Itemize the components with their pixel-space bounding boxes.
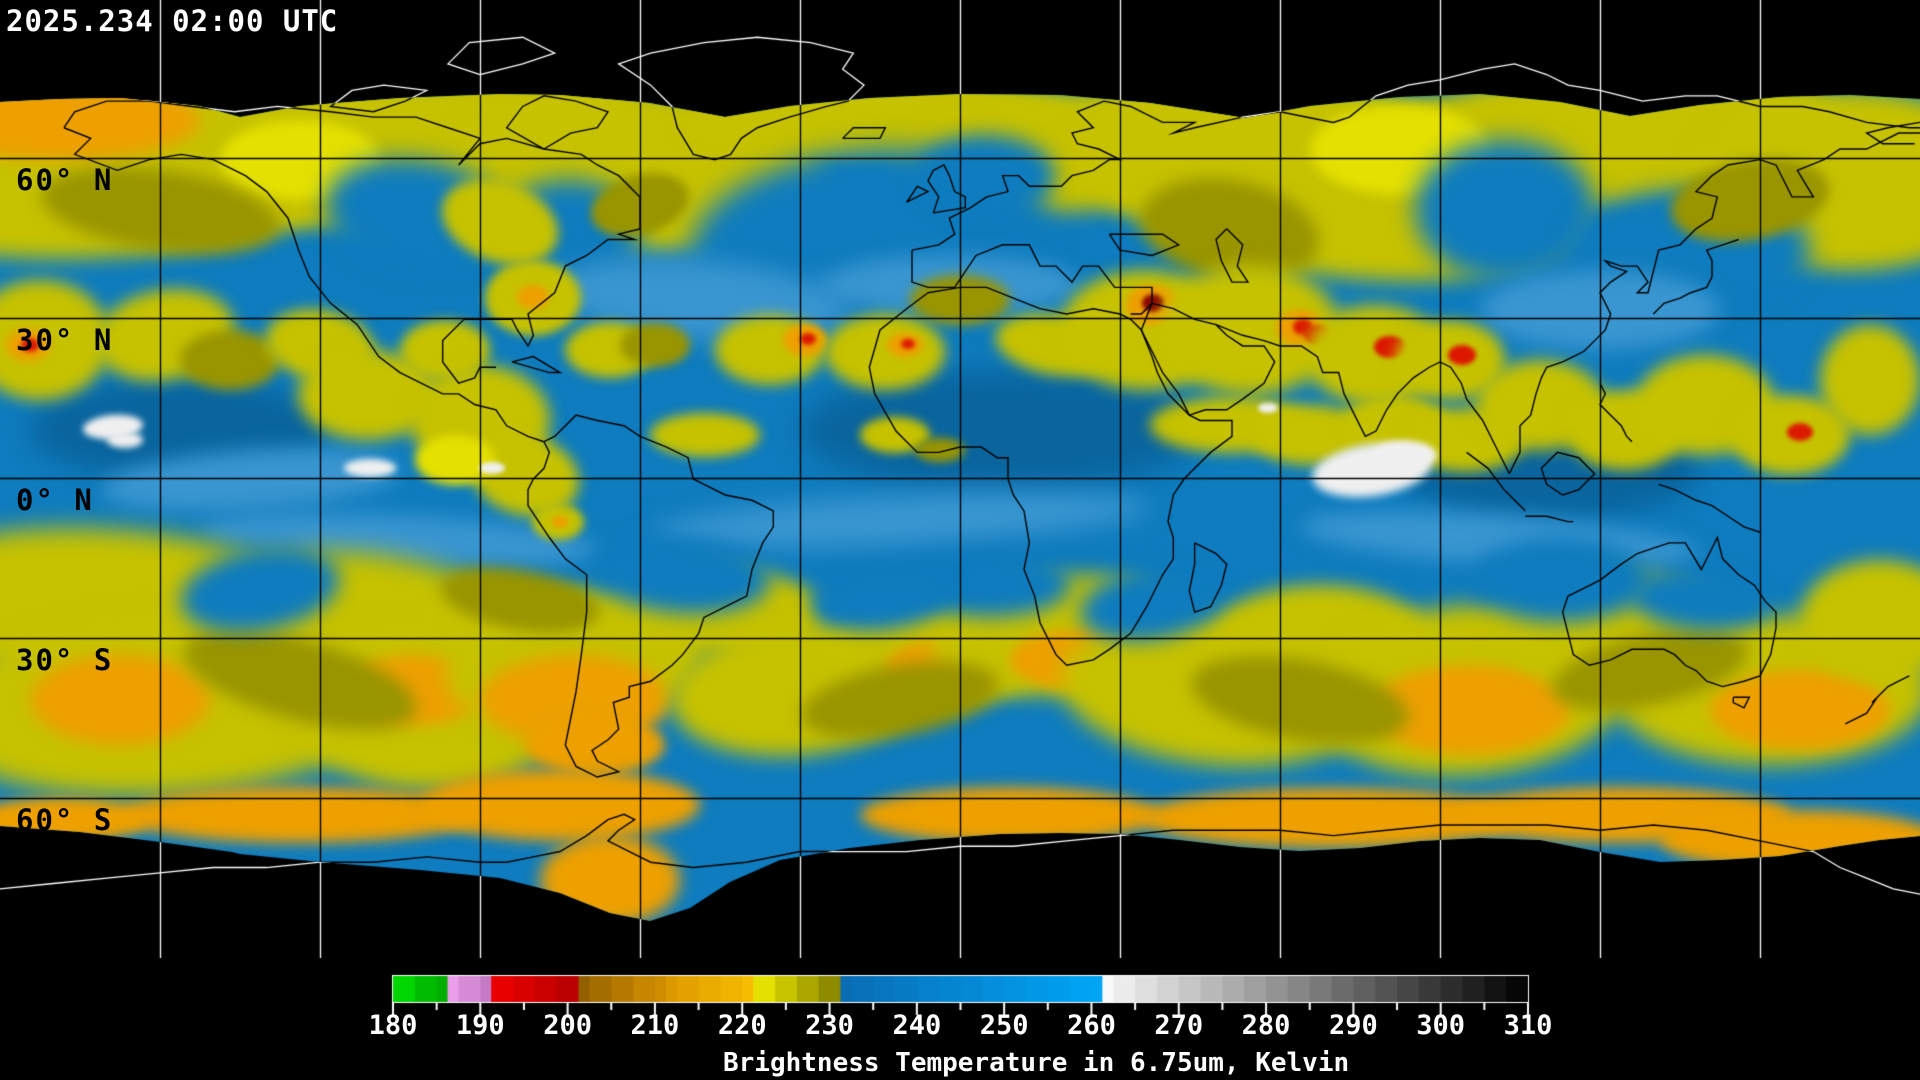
latitude-label: 0° N bbox=[16, 483, 94, 517]
colorbar-tick-label: 240 bbox=[892, 1010, 942, 1041]
colorbar-tick-label: 300 bbox=[1416, 1010, 1466, 1041]
latitude-label: 30° N bbox=[16, 323, 114, 357]
colorbar-tick-label: 290 bbox=[1328, 1010, 1378, 1041]
latitude-label: 30° S bbox=[16, 643, 114, 677]
colorbar-tick-label: 250 bbox=[979, 1010, 1029, 1041]
colorbar-tick-label: 210 bbox=[630, 1010, 680, 1041]
colorbar-tick-label: 190 bbox=[455, 1010, 505, 1041]
latitude-label: 60° N bbox=[16, 163, 114, 197]
colorbar-tick-label: 260 bbox=[1067, 1010, 1116, 1041]
colorbar-tick-label: 180 bbox=[368, 1010, 418, 1041]
latitude-label: 60° S bbox=[16, 803, 114, 837]
colorbar-tick-label: 310 bbox=[1503, 1010, 1553, 1041]
colorbar-caption: Brightness Temperature in 6.75um, Kelvin bbox=[723, 1048, 1350, 1078]
colorbar-tick-label: 220 bbox=[717, 1010, 767, 1041]
colorbar-tick-label: 280 bbox=[1241, 1010, 1291, 1041]
timestamp: 2025.234 02:00 UTC bbox=[6, 4, 339, 38]
colorbar-tick-label: 200 bbox=[543, 1010, 592, 1041]
colorbar-tick-label: 270 bbox=[1154, 1010, 1204, 1041]
colorbar-tick-label: 230 bbox=[805, 1010, 854, 1041]
